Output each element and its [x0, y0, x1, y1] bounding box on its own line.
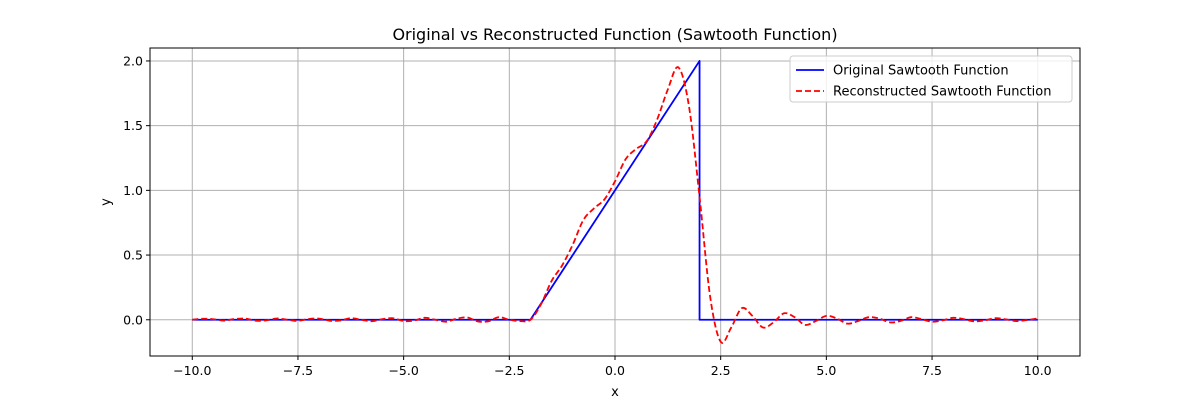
x-tick-label: −7.5	[283, 363, 313, 378]
x-tick-label: 7.5	[922, 363, 942, 378]
legend: Original Sawtooth Function Reconstructed …	[789, 55, 1073, 103]
y-tick-label: 0.0	[123, 312, 143, 327]
y-axis-label: y	[99, 198, 114, 206]
x-tick-label: 0.0	[605, 363, 625, 378]
x-axis-label: x	[611, 385, 619, 400]
y-tick-label: 0.5	[123, 248, 143, 263]
y-tick-label: 1.5	[123, 118, 143, 133]
x-tick-label: −10.0	[173, 363, 211, 378]
chart-title: Original vs Reconstructed Function (Sawt…	[392, 25, 837, 44]
y-tick-label: 1.0	[123, 183, 143, 198]
y-tick-label: 2.0	[123, 53, 143, 68]
legend-label: Reconstructed Sawtooth Function	[833, 85, 1052, 100]
x-tick-label: −2.5	[494, 363, 524, 378]
x-tick-label: 5.0	[816, 363, 836, 378]
x-ticks: −10.0 −7.5 −5.0 −2.5 0.0 2.5 5.0 7.5 10.0	[173, 356, 1052, 378]
legend-label: Original Sawtooth Function	[833, 64, 1009, 79]
y-ticks: 0.0 0.5 1.0 1.5 2.0	[123, 53, 150, 327]
x-tick-label: −5.0	[388, 363, 418, 378]
x-tick-label: 10.0	[1024, 363, 1052, 378]
x-tick-label: 2.5	[711, 363, 731, 378]
series-layer	[192, 60, 1038, 344]
legend-box	[789, 55, 1073, 103]
